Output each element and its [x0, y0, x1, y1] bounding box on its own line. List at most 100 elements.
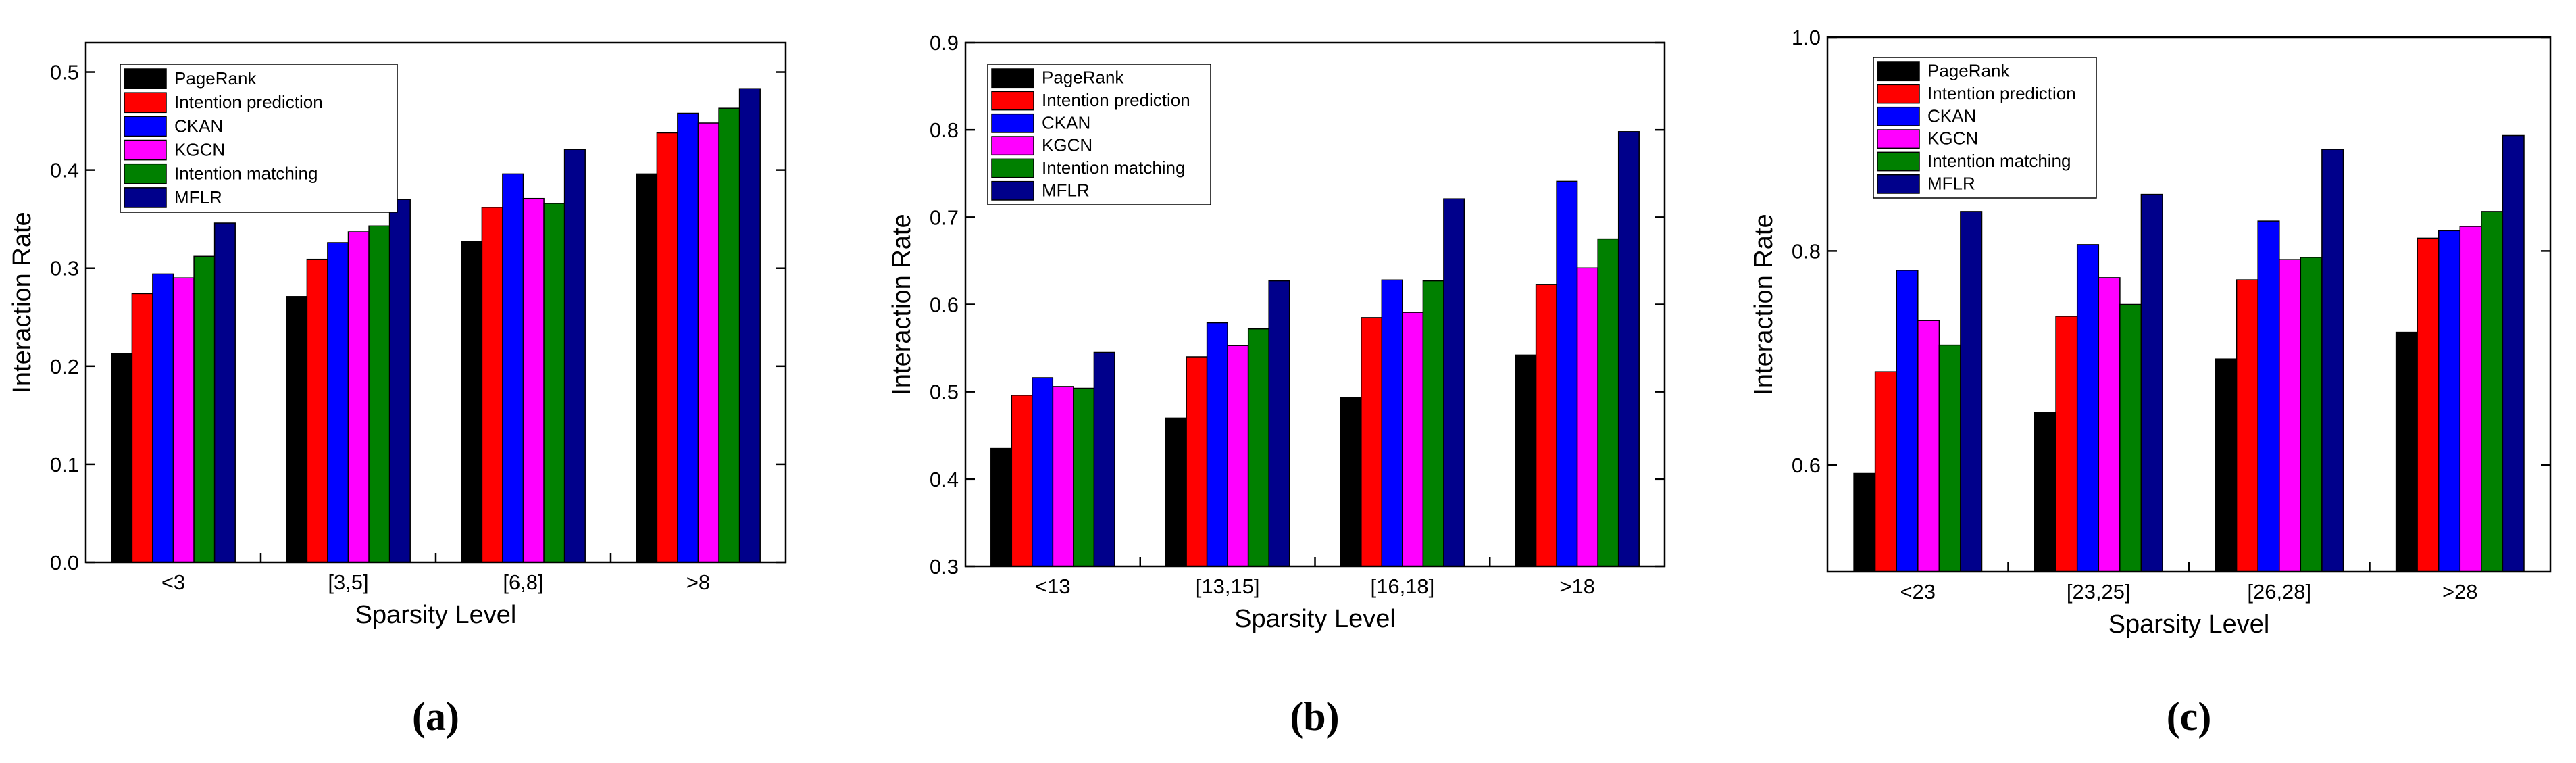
y-tick-label: 0.8 [1792, 239, 1821, 263]
legend-label-intention-prediction: Intention prediction [1927, 83, 2076, 103]
bar-kgcn-8 [697, 122, 719, 563]
bar-mflr-13-15 [1268, 280, 1290, 567]
bar-pagerank-23-25 [2034, 412, 2056, 572]
bar-ckan-18 [1556, 180, 1578, 567]
legend-label-mflr: MFLR [1042, 180, 1090, 200]
y-axis-label: Interaction Rate [1750, 214, 1778, 395]
bar-mflr-16-18 [1443, 198, 1465, 567]
x-tick-label: >8 [686, 570, 710, 594]
y-tick-label: 0.4 [50, 159, 79, 182]
legend-swatch-intention-prediction [991, 91, 1034, 111]
legend-label-intention-prediction: Intention prediction [174, 92, 323, 112]
bar-kgcn-16-18 [1402, 312, 1424, 567]
legend-swatch-intention-matching [1877, 151, 1920, 172]
panel-label: (b) [1290, 694, 1339, 739]
legend-swatch-pagerank [991, 68, 1034, 89]
bar-ckan-16-18 [1381, 279, 1403, 567]
bar-pagerank-13 [990, 447, 1013, 567]
bar-intention-prediction-18 [1535, 284, 1557, 567]
y-axis-label: Interaction Rate [8, 212, 36, 393]
bar-kgcn-13 [1052, 386, 1074, 567]
bar-pagerank-13-15 [1165, 417, 1187, 567]
bar-intention-prediction-23-25 [2055, 316, 2078, 572]
bar-mflr-23-25 [2140, 193, 2163, 572]
bar-intention-matching-16-18 [1422, 280, 1444, 567]
y-tick-label: 0.7 [930, 205, 959, 229]
bar-kgcn-28 [2459, 226, 2482, 572]
bar-mflr-18 [1617, 131, 1640, 567]
bar-ckan-23-25 [2076, 244, 2100, 572]
y-axis-label: Interaction Rate [888, 214, 916, 395]
x-tick-label: <3 [161, 570, 185, 594]
legend-label-kgcn: KGCN [174, 140, 225, 160]
x-tick-label: [26,28] [2247, 580, 2311, 604]
x-tick-label: <23 [1900, 580, 1936, 604]
x-axis-label: Sparsity Level [2108, 610, 2270, 639]
bar-intention-prediction-6-8 [481, 207, 503, 563]
legend-label-mflr: MFLR [1927, 173, 1975, 193]
legend-label-ckan: CKAN [1042, 112, 1090, 132]
bar-ckan-28 [2438, 230, 2461, 572]
bar-ckan-6-8 [502, 173, 524, 563]
legend-label-ckan: CKAN [174, 116, 223, 136]
bar-mflr-13 [1093, 351, 1115, 567]
x-tick-label: [16,18] [1370, 574, 1434, 598]
bar-kgcn-6-8 [522, 197, 545, 563]
legend-label-intention-matching: Intention matching [1927, 151, 2071, 171]
bar-mflr-23 [1960, 211, 1983, 572]
bar-intention-matching-23 [1938, 344, 1961, 572]
bar-ckan-8 [677, 112, 699, 563]
y-tick-label: 0.5 [50, 61, 79, 84]
bar-pagerank-3-5 [286, 296, 308, 563]
bar-mflr-6-8 [563, 149, 586, 563]
x-axis-label: Sparsity Level [355, 601, 517, 629]
legend-swatch-kgcn [1877, 129, 1920, 149]
bar-mflr-3 [213, 222, 236, 563]
bar-intention-prediction-28 [2417, 237, 2440, 572]
bar-kgcn-3 [172, 277, 195, 563]
legend-swatch-intention-matching [991, 158, 1034, 178]
bar-mflr-3-5 [388, 199, 411, 563]
legend-label-ckan: CKAN [1927, 105, 1976, 126]
panel-label: (a) [412, 694, 459, 739]
y-tick-label: 0.4 [930, 468, 959, 491]
bar-ckan-3 [152, 273, 174, 563]
y-tick-label: 0.0 [50, 551, 79, 574]
bar-intention-prediction-13-15 [1186, 356, 1208, 567]
y-tick-label: 0.8 [930, 118, 959, 142]
bar-pagerank-6-8 [461, 241, 483, 563]
bar-intention-prediction-26-28 [2236, 279, 2258, 572]
legend-swatch-intention-prediction [124, 92, 167, 114]
bar-mflr-28 [2502, 134, 2525, 572]
bar-intention-prediction-23 [1874, 371, 1897, 572]
bar-intention-matching-6-8 [543, 203, 565, 563]
panel-label: (c) [2167, 694, 2212, 739]
y-tick-label: 0.3 [50, 257, 79, 280]
legend-swatch-intention-matching [124, 163, 167, 184]
bar-intention-prediction-13 [1011, 395, 1033, 567]
bar-intention-prediction-8 [656, 132, 678, 563]
legend-label-kgcn: KGCN [1042, 135, 1092, 155]
x-tick-label: [3,5] [328, 570, 368, 594]
bar-intention-matching-18 [1597, 238, 1619, 567]
y-tick-label: 0.6 [930, 293, 959, 317]
legend-label-intention-matching: Intention matching [174, 164, 318, 184]
bar-ckan-13 [1032, 377, 1054, 567]
bar-intention-matching-8 [718, 107, 740, 563]
legend-swatch-ckan [1877, 106, 1920, 126]
bar-kgcn-23 [1917, 320, 1940, 572]
bar-pagerank-26-28 [2215, 358, 2238, 572]
bar-intention-prediction-3-5 [306, 258, 328, 563]
legend-swatch-pagerank [1877, 61, 1920, 82]
x-tick-label: >18 [1559, 574, 1595, 598]
legend-label-kgcn: KGCN [1927, 128, 1978, 149]
bar-intention-prediction-3 [131, 293, 153, 563]
legend-swatch-intention-prediction [1877, 84, 1920, 104]
bar-mflr-8 [738, 88, 761, 563]
legend-swatch-ckan [124, 116, 167, 137]
bar-kgcn-26-28 [2279, 259, 2302, 572]
